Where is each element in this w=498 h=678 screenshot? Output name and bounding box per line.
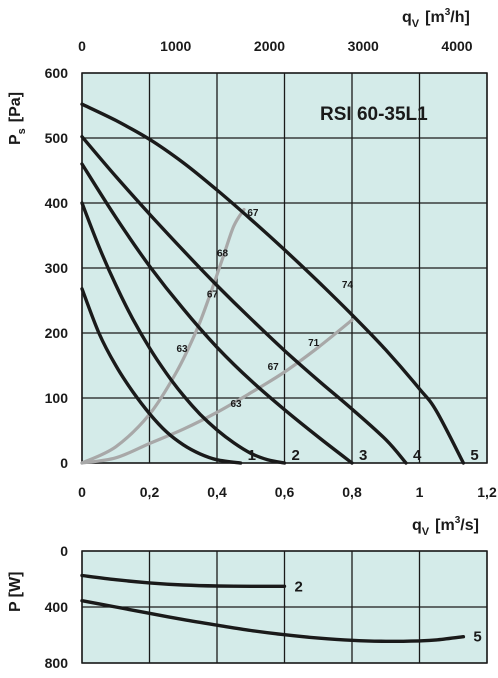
- x-tick-label: 0,6: [275, 484, 295, 500]
- x-tick-label: 0,2: [140, 484, 160, 500]
- x-tick-label: 0,8: [342, 484, 362, 500]
- y-tick-label: 100: [45, 390, 69, 406]
- efficiency-label: 74: [342, 280, 354, 291]
- efficiency-label: 68: [217, 248, 229, 259]
- y-tick-label: 600: [45, 65, 69, 81]
- efficiency-label: 71: [308, 338, 320, 349]
- top-x-tick-label: 3000: [348, 38, 379, 54]
- power-curve-label-2: 2: [295, 578, 303, 595]
- power-curve-2: [80, 573, 287, 588]
- x-tick-label: 1: [416, 484, 424, 500]
- top-x-axis-ticks: 0 1000 2000 3000 4000: [78, 38, 473, 54]
- y-axis-ticks: 0 100 200 300 400 500 600: [45, 65, 69, 471]
- efficiency-label: 63: [177, 344, 189, 355]
- power-curve-5: [80, 599, 466, 644]
- top-x-tick-label: 1000: [160, 38, 191, 54]
- power-curve-label-5: 5: [473, 629, 481, 646]
- curve-label-2: 2: [292, 447, 300, 464]
- power-curves: 25: [80, 573, 482, 646]
- pressure-curve-5: [80, 102, 466, 465]
- pressure-curve-4: [80, 135, 408, 465]
- efficiency-label: 67: [247, 208, 259, 219]
- x-tick-label: 0: [78, 484, 86, 500]
- efficiency-curve: [80, 318, 354, 465]
- power-y-tick-label: 0: [60, 543, 68, 559]
- pressure-curve-2: [80, 201, 287, 465]
- y-tick-label: 200: [45, 325, 69, 341]
- power-grid: [81, 550, 488, 664]
- chart-title: RSI 60-35L1: [320, 104, 428, 125]
- curve-label-3: 3: [359, 447, 367, 464]
- top-x-tick-label: 0: [78, 38, 86, 54]
- x-tick-label: 0,4: [207, 484, 227, 500]
- top-axis-label: qV [m3/h]: [402, 7, 470, 30]
- bottom-axis-label: qV [m3/s]: [412, 515, 479, 538]
- power-y-tick-label: 800: [45, 655, 69, 671]
- efficiency-curve: [80, 207, 246, 465]
- x-tick-label: 1,2: [477, 484, 497, 500]
- efficiency-label: 67: [268, 362, 280, 373]
- power-y-axis-label: P[W]: [7, 572, 24, 612]
- y-axis-label: Ps[Pa]: [7, 92, 28, 145]
- efficiency-label: 63: [231, 399, 243, 410]
- curve-label-4: 4: [413, 447, 422, 464]
- x-axis-ticks: 0 0,2 0,4 0,6 0,8 1 1,2: [78, 484, 497, 500]
- curve-label-5: 5: [470, 447, 478, 464]
- top-x-tick-label: 2000: [254, 38, 285, 54]
- efficiency-labels: 67 68 67 63 74 71 67 63: [177, 208, 354, 410]
- y-tick-label: 0: [60, 455, 68, 471]
- y-tick-label: 300: [45, 260, 69, 276]
- efficiency-curves: [80, 207, 354, 465]
- efficiency-label: 67: [207, 289, 219, 300]
- pressure-curve-3: [80, 162, 354, 465]
- y-tick-label: 500: [45, 130, 69, 146]
- y-tick-label: 400: [45, 195, 69, 211]
- top-x-tick-label: 4000: [441, 38, 472, 54]
- power-y-tick-label: 400: [45, 599, 69, 615]
- power-y-axis-ticks: 0 400 800: [45, 543, 69, 671]
- pressure-curve-1: [80, 287, 243, 465]
